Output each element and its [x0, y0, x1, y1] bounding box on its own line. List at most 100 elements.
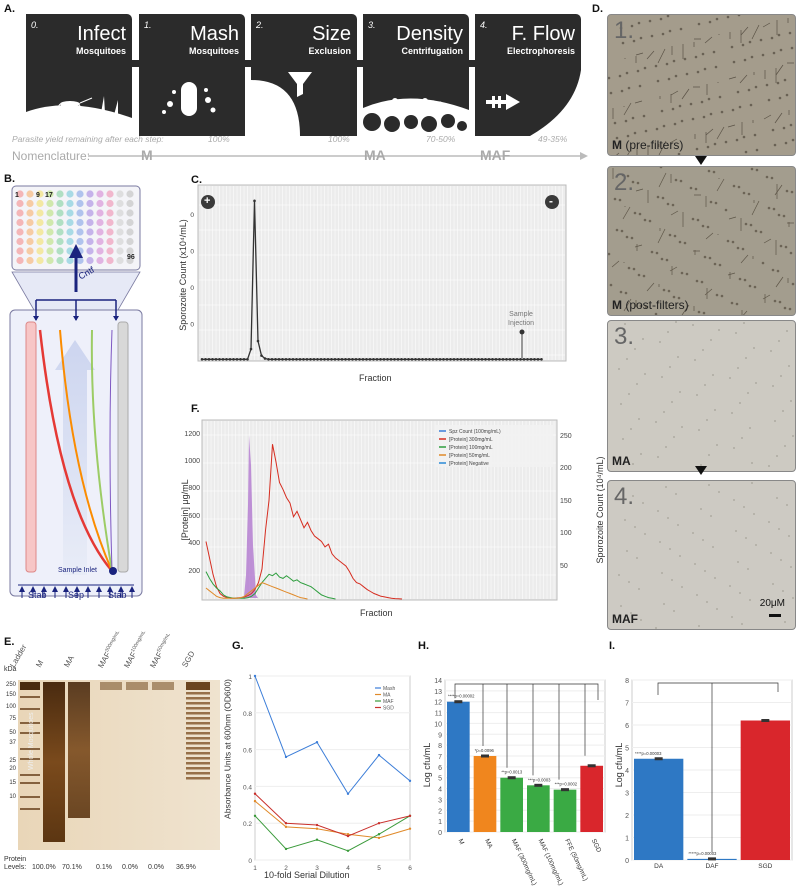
plate-well: [106, 209, 114, 217]
particle-mark: [747, 192, 751, 196]
bubbles-icon: [363, 98, 469, 136]
plate-well: [36, 190, 44, 198]
lane-maf-well: [126, 682, 148, 690]
sporozoite-mark: [751, 200, 760, 216]
plate-well: [36, 209, 44, 217]
plate-well: [116, 256, 124, 265]
c-data-point: [512, 357, 515, 361]
ladder-band: [20, 782, 40, 784]
particle-mark: [714, 577, 716, 579]
particle-mark: [624, 519, 626, 521]
f-legend-label: [Protein] 100mg/mL: [449, 445, 493, 451]
particle-mark: [672, 59, 676, 63]
particle-mark: [771, 268, 775, 272]
plate-well: [76, 256, 84, 265]
particle-mark: [689, 102, 693, 106]
c-data-point: [456, 357, 459, 361]
c-data-point: [494, 357, 498, 361]
c-data-point: [365, 357, 368, 361]
f-ylabel-right: Sporozoite Count (10⁴/mL): [595, 456, 605, 564]
marker-label: 50: [9, 730, 16, 736]
sporozoite-mark: [622, 206, 631, 220]
c-data-point: [277, 357, 281, 361]
inlet-arrow-icon: [129, 586, 135, 592]
step-number: 1.: [144, 20, 152, 30]
particle-mark: [776, 455, 778, 457]
particle-mark: [618, 368, 620, 370]
sgd-band: [186, 712, 210, 715]
particle-mark: [776, 497, 778, 499]
step-title: Density: [396, 23, 463, 45]
particle-mark: [679, 27, 683, 31]
particle-mark: [709, 112, 713, 116]
yield-value-4: 49-35%: [538, 134, 568, 144]
c-data-point: [428, 357, 431, 361]
particle-mark: [724, 140, 728, 144]
particle-mark: [685, 72, 689, 76]
particle-mark: [730, 45, 734, 49]
plate-well: [46, 199, 54, 208]
inlet-arrow-icon: [96, 586, 102, 592]
particle-mark: [630, 24, 634, 28]
particle-mark: [694, 187, 698, 191]
plate-well: [56, 190, 64, 198]
particle-mark: [715, 17, 719, 21]
particle-mark: [609, 283, 613, 287]
particle-mark: [724, 208, 728, 212]
particle-mark: [624, 291, 628, 295]
panel-letter-i: I.: [609, 640, 616, 652]
plate-well: [26, 256, 34, 265]
significance-bracket: [454, 683, 599, 700]
sporozoite-mark: [634, 244, 643, 248]
plate-well: [26, 228, 34, 236]
particle-mark: [683, 57, 687, 61]
panel-b-device: [9, 185, 143, 598]
g-data-point: [253, 674, 257, 678]
p-value-annotation: *p=0.0096: [475, 748, 495, 753]
particle-mark: [736, 90, 740, 94]
particle-mark: [784, 445, 786, 447]
particle-mark: [630, 612, 632, 614]
plate-well: [126, 237, 134, 246]
sep-label: Sep: [68, 590, 85, 600]
g-series-line: [254, 815, 411, 852]
plate-well: [66, 199, 74, 208]
particle-mark: [663, 411, 665, 413]
c-data-point: [291, 357, 295, 361]
f-left-tick: 1200: [184, 430, 200, 438]
ytick: 0: [625, 858, 629, 865]
particle-mark: [742, 135, 746, 139]
plate-well: [56, 237, 64, 246]
plate-well: [106, 190, 114, 198]
particle-mark: [754, 85, 758, 89]
particle-mark: [707, 97, 711, 101]
plate-well: [86, 247, 94, 255]
particle-mark: [654, 64, 658, 68]
particle-mark: [743, 278, 747, 282]
panel-d-micrographs: 1. M (pre-filters) 2. M (post-filters) 3. MA 4…: [607, 14, 796, 880]
g-data-point: [284, 822, 288, 825]
g-series-line: [254, 793, 411, 837]
particle-mark: [771, 128, 775, 132]
sporozoite-mark: [727, 272, 736, 276]
particle-mark: [772, 207, 776, 211]
plate-well: [16, 199, 24, 208]
particle-mark: [643, 218, 647, 222]
ytick: 12: [434, 700, 442, 707]
particle-mark: [710, 339, 712, 341]
c-data-point: [379, 357, 382, 361]
particle-mark: [706, 225, 710, 229]
plate-well: [66, 256, 74, 265]
plate-well: [16, 190, 24, 198]
particle-mark: [712, 546, 714, 548]
f-left-tick: 600: [188, 512, 200, 520]
particle-mark: [784, 245, 788, 249]
particle-mark: [753, 513, 755, 515]
particle-mark: [770, 552, 772, 554]
step-subtitle: Centrifugation: [402, 46, 464, 56]
particle-mark: [677, 356, 679, 358]
g-legend-label: SGD: [383, 706, 394, 712]
particle-mark: [656, 79, 660, 83]
error-bar: [654, 757, 663, 761]
arrow-icon: [486, 94, 520, 110]
